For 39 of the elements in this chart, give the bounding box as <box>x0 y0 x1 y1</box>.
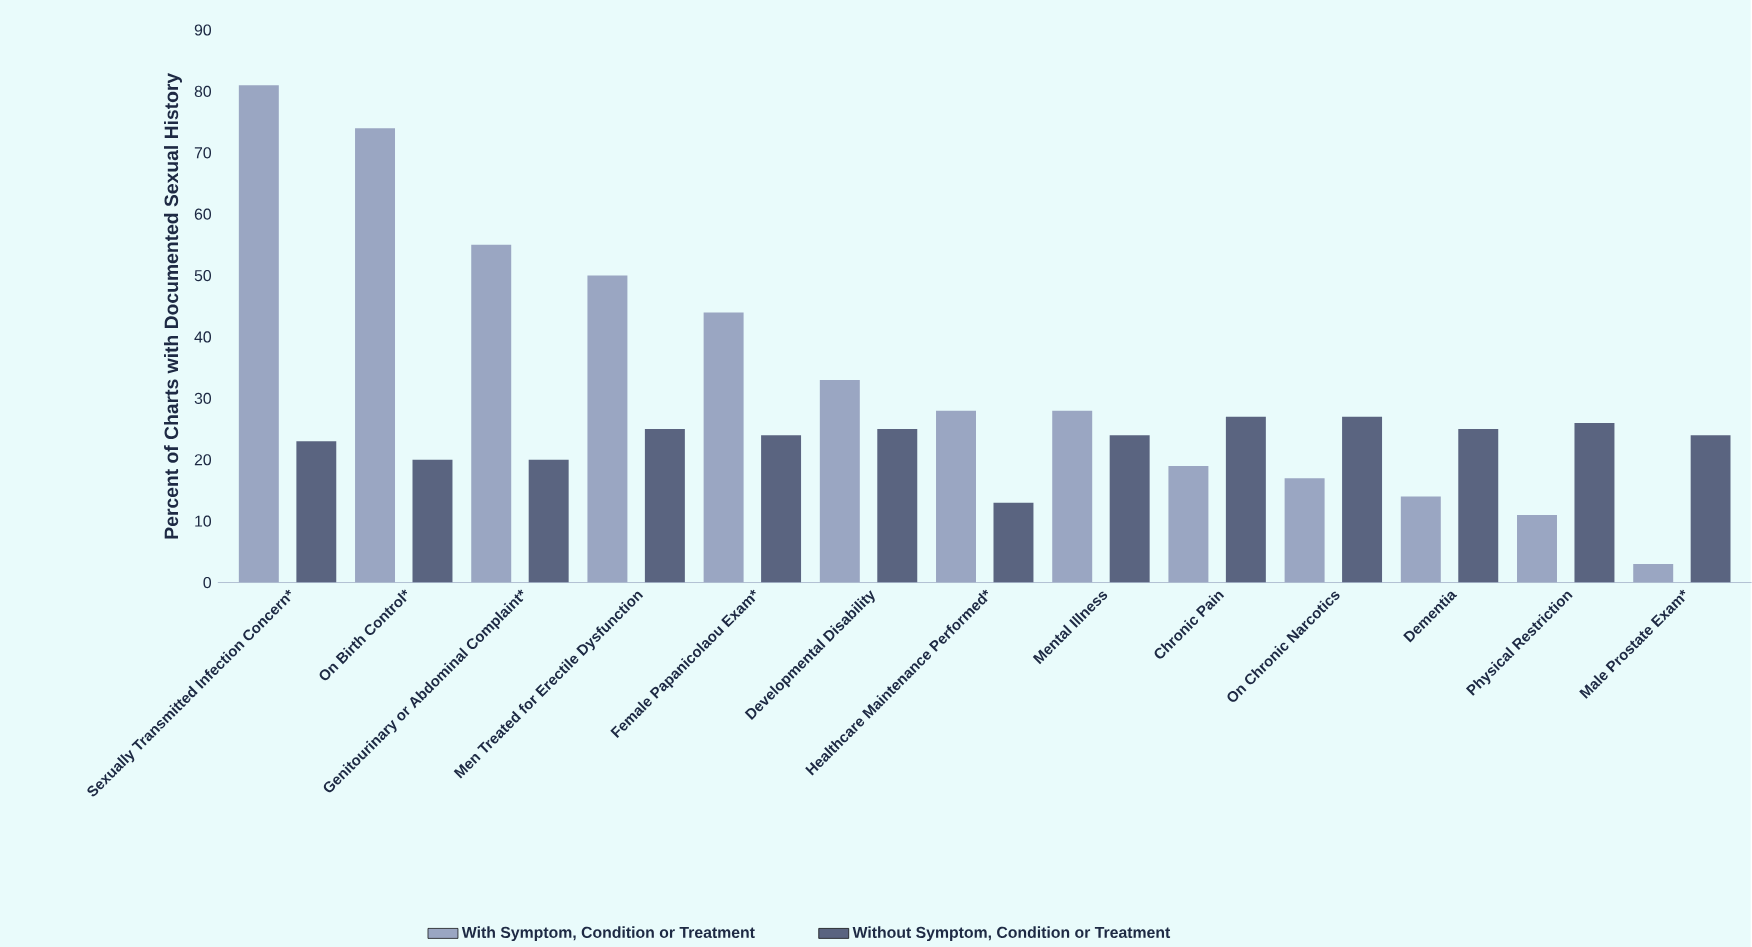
bar <box>412 459 453 583</box>
bar <box>936 410 976 583</box>
bar <box>1690 434 1731 583</box>
legend-label: Without Symptom, Condition or Treatment <box>852 926 1171 941</box>
y-tick-label: 10 <box>195 515 212 527</box>
bar <box>1574 422 1615 583</box>
bar <box>1400 496 1441 583</box>
bar <box>1168 465 1209 583</box>
y-tick-label: 30 <box>194 392 212 404</box>
y-tick-label: 40 <box>194 331 212 343</box>
y-tick-label: 70 <box>194 146 212 159</box>
bar <box>1342 416 1383 583</box>
bar <box>993 502 1034 583</box>
bar <box>1225 416 1266 583</box>
y-tick-label: 80 <box>194 85 212 97</box>
legend-label: With Symptom, Condition or Treatment <box>461 926 755 941</box>
y-tick-label: 0 <box>203 576 212 588</box>
bar <box>1458 428 1499 583</box>
bar <box>703 312 744 583</box>
y-tick-label: 90 <box>194 24 212 36</box>
bar <box>471 244 512 583</box>
bar <box>644 428 685 583</box>
bar <box>1109 434 1150 583</box>
bar <box>761 434 802 583</box>
y-tick-label: 50 <box>194 269 212 281</box>
bar <box>355 127 396 583</box>
y-tick-label: 20 <box>194 453 212 466</box>
bar <box>877 428 918 583</box>
bar <box>1517 514 1557 583</box>
bar <box>1633 563 1674 583</box>
bar <box>819 379 860 583</box>
y-axis-title: Percent of Charts with Documented Sexual History <box>164 72 182 539</box>
bar <box>1284 477 1325 583</box>
y-tick-label: 60 <box>194 208 212 220</box>
bar <box>528 459 569 583</box>
bar <box>587 275 628 583</box>
bar <box>1052 410 1093 583</box>
bar <box>238 85 279 583</box>
bar <box>296 441 337 583</box>
